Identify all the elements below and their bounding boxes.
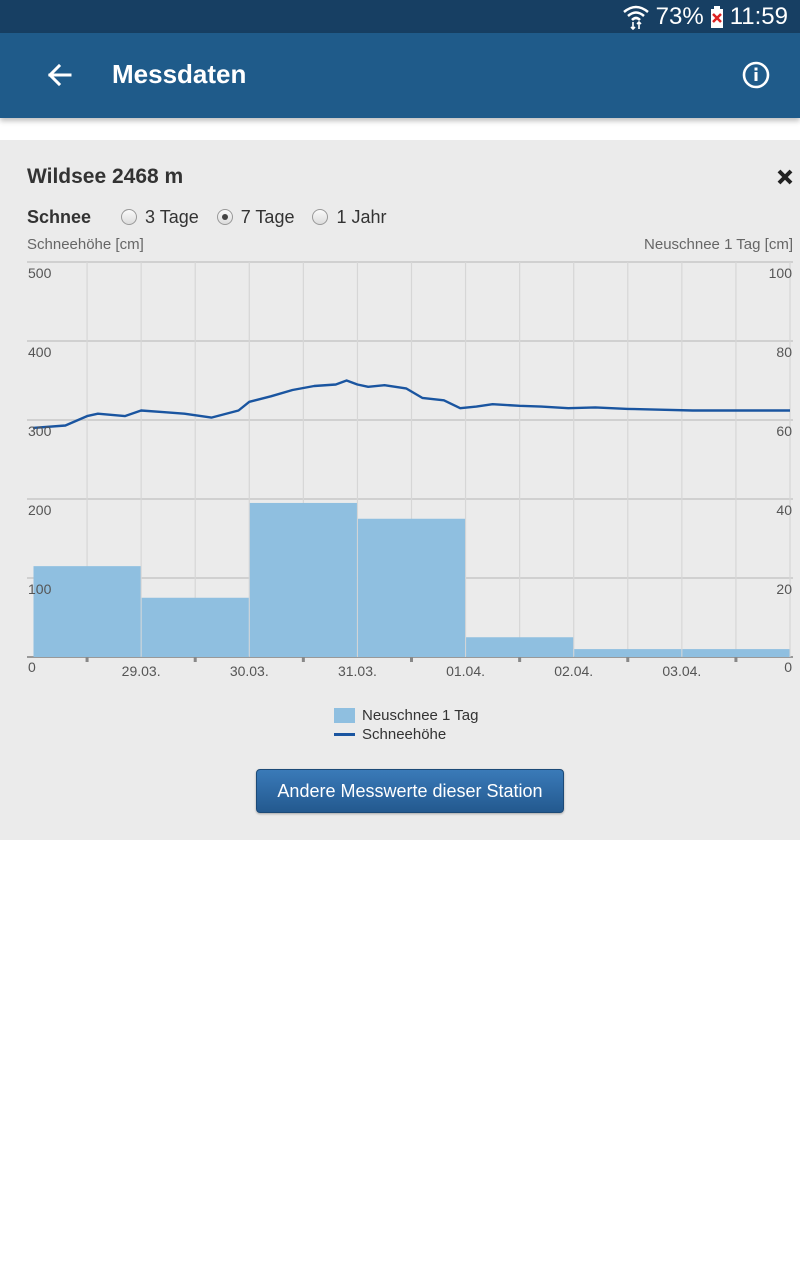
close-icon[interactable] bbox=[776, 168, 794, 186]
x-tick-label: 31.03. bbox=[338, 663, 377, 679]
radio-button[interactable] bbox=[312, 209, 329, 225]
y-right-tick-label: 0 bbox=[784, 659, 792, 675]
y-left-tick-label: 400 bbox=[28, 344, 52, 360]
right-axis-title: Neuschnee 1 Tag [cm] bbox=[644, 236, 793, 253]
legend-item-neuschnee: Neuschnee 1 Tag bbox=[334, 706, 478, 725]
x-tick-mark bbox=[85, 657, 89, 662]
y-left-tick-label: 100 bbox=[28, 581, 52, 597]
clock: 11:59 bbox=[729, 3, 788, 30]
x-tick-mark bbox=[734, 657, 738, 662]
y-right-tick-label: 80 bbox=[776, 344, 792, 360]
y-right-tick-label: 100 bbox=[769, 265, 793, 281]
category-label: Schnee bbox=[27, 206, 92, 227]
bar-neuschnee bbox=[682, 649, 790, 657]
y-right-tick-label: 60 bbox=[776, 423, 792, 439]
radio-7-tage[interactable]: 7 Tage bbox=[216, 206, 295, 228]
radio-button-selected[interactable] bbox=[216, 209, 233, 225]
radio-label: 1 Jahr bbox=[336, 206, 387, 227]
x-tick-label: 02.04. bbox=[554, 663, 593, 679]
legend-label: Schneehöhe bbox=[362, 726, 447, 743]
bar-neuschnee bbox=[466, 637, 574, 657]
bar-neuschnee bbox=[574, 649, 682, 657]
chart-legend: Neuschnee 1 Tag Schneehöhe bbox=[334, 706, 478, 744]
radio-3-tage[interactable]: 3 Tage bbox=[121, 207, 199, 228]
x-tick-mark bbox=[193, 657, 197, 662]
bar-neuschnee bbox=[357, 518, 466, 657]
x-tick-label: 30.03. bbox=[230, 663, 269, 679]
radio-label: 7 Tage bbox=[240, 206, 295, 227]
x-tick-mark bbox=[410, 657, 413, 662]
x-tick-mark bbox=[301, 657, 305, 662]
snow-chart: 0 100 200 300 400 500 0 20 40 60 80 100 29.03. 30.03.… bbox=[27, 261, 793, 679]
y-left-tick-label: 300 bbox=[28, 423, 52, 439]
x-tick-label: 03.04. bbox=[662, 663, 701, 679]
y-left-tick-label: 200 bbox=[28, 502, 52, 518]
y-left-tick-label: 0 bbox=[28, 659, 36, 675]
x-tick-label: 01.04. bbox=[446, 663, 485, 679]
page-title: Messdaten bbox=[112, 59, 247, 89]
other-values-button[interactable]: Andere Messwerte dieser Station bbox=[256, 769, 564, 813]
radio-1-jahr[interactable]: 1 Jahr bbox=[312, 206, 387, 228]
bar-neuschnee bbox=[141, 597, 249, 657]
radio-button[interactable] bbox=[121, 209, 138, 225]
x-tick-label: 29.03. bbox=[122, 663, 161, 679]
y-right-tick-label: 40 bbox=[776, 502, 792, 518]
bar-neuschnee bbox=[249, 502, 357, 657]
measurement-card: Wildsee 2468 m Schnee 3 Tage 7 Tage 1 Ja… bbox=[0, 140, 800, 840]
left-axis-title: Schneehöhe [cm] bbox=[27, 236, 144, 253]
info-icon[interactable] bbox=[740, 59, 772, 91]
wifi-icon bbox=[622, 4, 650, 30]
legend-item-schneehoehe: Schneehöhe bbox=[334, 725, 478, 744]
bar-neuschnee bbox=[33, 566, 141, 657]
x-tick-mark bbox=[626, 657, 630, 662]
y-right-tick-label: 20 bbox=[776, 581, 792, 597]
battery-icon bbox=[710, 5, 724, 29]
y-left-tick-label: 500 bbox=[28, 265, 52, 281]
station-title: Wildsee 2468 m bbox=[27, 165, 184, 188]
arrow-left-icon[interactable] bbox=[40, 55, 80, 95]
status-bar: 73% 11:59 bbox=[0, 0, 800, 33]
range-selector: Schnee 3 Tage 7 Tage 1 Jahr bbox=[27, 204, 405, 230]
line-schneehoehe bbox=[32, 379, 790, 430]
legend-swatch bbox=[334, 708, 355, 723]
x-tick-mark bbox=[518, 657, 522, 662]
legend-label: Neuschnee 1 Tag bbox=[362, 707, 479, 724]
radio-label: 3 Tage bbox=[145, 206, 199, 227]
app-bar: Messdaten bbox=[0, 33, 800, 118]
battery-percent: 73% bbox=[655, 3, 704, 30]
legend-line bbox=[334, 733, 355, 736]
